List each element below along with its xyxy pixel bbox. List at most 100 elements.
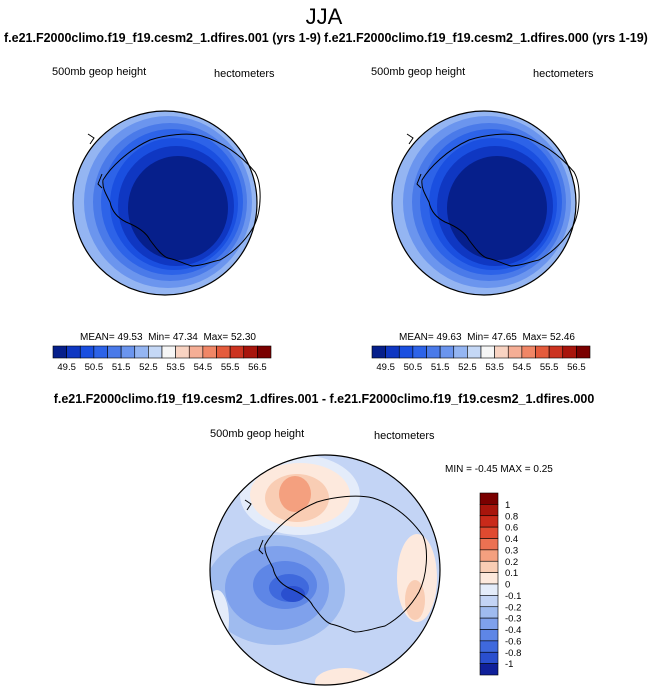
- diff-colorbar-swatch: [479, 606, 499, 619]
- right-colorbar-swatch: [494, 345, 509, 359]
- diff-colorbar-tick-label: -0.3: [505, 614, 521, 625]
- right-max: 52.46: [549, 332, 575, 343]
- right-colorbar-tick-label: 51.5: [431, 362, 450, 373]
- right-colorbar-swatch: [385, 345, 400, 359]
- diff-min: -0.45: [474, 464, 498, 475]
- right-colorbar-swatch: [535, 345, 550, 359]
- diff-colorbar-swatch: [479, 538, 499, 551]
- left-mean: 49.53: [117, 332, 143, 343]
- right-colorbar-swatch: [521, 345, 536, 359]
- diff-colorbar-swatch: [479, 629, 499, 642]
- right-colorbar-tick-label: 53.5: [485, 362, 504, 373]
- left-colorbar-swatch: [93, 345, 108, 359]
- diff-colorbar-swatch: [479, 560, 499, 573]
- diff-colorbar-tick-label: 1: [505, 500, 510, 511]
- diff-units-label: hectometers: [374, 430, 435, 442]
- left-colorbar-tick-label: 52.5: [139, 362, 158, 373]
- left-colorbar-swatch: [120, 345, 136, 359]
- left-run-title: f.e21.F2000climo.f19_f19.cesm2_1.dfires.…: [4, 31, 321, 45]
- left-colorbar-swatch: [216, 345, 231, 359]
- left-colorbar-swatch: [79, 345, 95, 359]
- diff-colorbar-swatch: [479, 526, 499, 539]
- right-colorbar-swatch: [507, 345, 523, 359]
- left-colorbar-swatch: [229, 345, 245, 359]
- left-colorbar-tick-label: 56.5: [248, 362, 267, 373]
- right-colorbar-swatch: [453, 345, 468, 359]
- right-min-label: Min=: [467, 332, 490, 343]
- left-colorbar-tick-label: 54.5: [194, 362, 213, 373]
- diff-colorbar-tick-label: 0: [505, 580, 510, 591]
- right-mean-label: MEAN=: [399, 332, 434, 343]
- diff-colorbar-swatch: [479, 617, 499, 630]
- right-colorbar-swatch: [426, 345, 441, 359]
- left-colorbar-swatch: [202, 345, 217, 359]
- diff-colorbar-swatch: [479, 549, 499, 562]
- right-colorbar-tick-label: 55.5: [540, 362, 559, 373]
- diff-colorbar-tick-label: 0.4: [505, 534, 518, 545]
- right-min: 47.65: [491, 332, 517, 343]
- left-colorbar-tick-label: 50.5: [85, 362, 104, 373]
- right-polar-map: [391, 110, 580, 296]
- right-colorbar-tick-label: 56.5: [567, 362, 586, 373]
- left-max: 52.30: [230, 332, 256, 343]
- diff-colorbar-tick-label: 0.2: [505, 557, 518, 568]
- left-polar-map: [72, 110, 261, 296]
- season-title: JJA: [305, 4, 343, 29]
- diff-colorbar-swatch: [479, 572, 499, 585]
- diff-colorbar-swatch: [479, 583, 499, 596]
- right-colorbar-tick-label: 49.5: [376, 362, 395, 373]
- right-stats: MEAN= 49.63 Min= 47.65 Max= 52.46: [399, 332, 575, 343]
- left-colorbar-swatch: [107, 345, 122, 359]
- right-colorbar: 49.5 50.5 51.5 52.5 53.5 54.5 55.5 56.5: [371, 345, 591, 373]
- diff-min-label: MIN =: [445, 464, 472, 475]
- diff-colorbar-tick-label: 0.8: [505, 511, 518, 522]
- diff-colorbar-tick-label: -0.6: [505, 636, 521, 647]
- diff-colorbar-swatch: [479, 515, 499, 528]
- diff-colorbar-swatch: [479, 651, 499, 664]
- diff-colorbar-swatch: [479, 492, 499, 505]
- left-colorbar-swatch: [134, 345, 149, 359]
- left-stats: MEAN= 49.53 Min= 47.34 Max= 52.30: [80, 332, 256, 343]
- diff-max: 0.25: [533, 464, 553, 475]
- diff-colorbar-tick-label: -1: [505, 659, 513, 670]
- diff-colorbar-tick-label: 0.6: [505, 523, 518, 534]
- diff-colorbar-swatch: [479, 504, 499, 517]
- right-colorbar-swatch: [412, 345, 427, 359]
- diff-colorbar-tick-label: 0.1: [505, 568, 518, 579]
- right-colorbar-swatch: [398, 345, 414, 359]
- right-colorbar-swatch: [467, 345, 482, 359]
- left-colorbar-tick-label: 51.5: [112, 362, 131, 373]
- left-colorbar-swatch: [243, 345, 258, 359]
- left-mean-label: MEAN=: [80, 332, 115, 343]
- left-min: 47.34: [172, 332, 198, 343]
- left-variable-label: 500mb geop height: [52, 66, 147, 78]
- diff-colorbar-tick-label: -0.4: [505, 625, 521, 636]
- left-colorbar-swatch: [175, 345, 190, 359]
- diff-colorbar-tick-label: -0.1: [505, 591, 521, 602]
- right-colorbar-tick-label: 54.5: [513, 362, 532, 373]
- left-colorbar-tick-label: 55.5: [221, 362, 240, 373]
- diff-colorbar-tick-label: -0.8: [505, 648, 521, 659]
- left-colorbar: 49.5 50.5 51.5 52.5 53.5 54.5 55.5 56.5: [52, 345, 272, 373]
- left-colorbar-swatch: [257, 345, 272, 359]
- right-colorbar-swatch: [439, 345, 455, 359]
- left-max-label: Max=: [203, 332, 229, 343]
- right-colorbar-swatch: [548, 345, 564, 359]
- difference-title: f.e21.F2000climo.f19_f19.cesm2_1.dfires.…: [53, 392, 595, 406]
- left-colorbar-tick-label: 49.5: [57, 362, 76, 373]
- left-colorbar-swatch: [161, 345, 176, 359]
- left-colorbar-swatch: [66, 345, 81, 359]
- diff-colorbar-tick-label: -0.2: [505, 602, 521, 613]
- left-units-label: hectometers: [214, 68, 275, 80]
- right-mean: 49.63: [436, 332, 462, 343]
- left-min-label: Min=: [148, 332, 171, 343]
- right-units-label: hectometers: [533, 68, 594, 80]
- left-colorbar-swatch: [148, 345, 163, 359]
- diff-variable-label: 500mb geop height: [210, 428, 305, 440]
- difference-polar-map: [209, 454, 441, 686]
- right-run-title: f.e21.F2000climo.f19_f19.cesm2_1.dfires.…: [324, 31, 648, 45]
- diff-max-label: MAX =: [500, 464, 531, 475]
- right-max-label: Max=: [522, 332, 548, 343]
- right-variable-label: 500mb geop height: [371, 66, 466, 78]
- right-colorbar-swatch: [371, 345, 386, 359]
